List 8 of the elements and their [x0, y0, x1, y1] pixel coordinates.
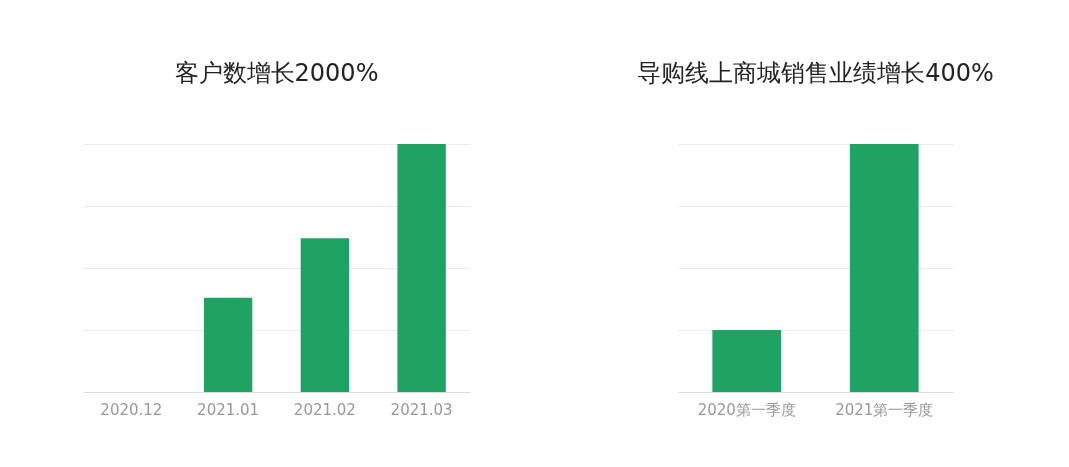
x-tick-label: 2020第一季度	[697, 400, 796, 419]
x-tick-label: 2021.02	[293, 400, 356, 419]
x-tick-label: 2021第一季度	[835, 400, 934, 419]
chart-title: 导购线上商城销售业绩增长400%	[637, 59, 994, 87]
x-tick-label: 2020.12	[100, 400, 163, 419]
x-tick-label: 2021.01	[197, 400, 260, 419]
chart-title: 客户数增长2000%	[174, 59, 379, 87]
x-tick-label: 2021.03	[390, 400, 453, 419]
